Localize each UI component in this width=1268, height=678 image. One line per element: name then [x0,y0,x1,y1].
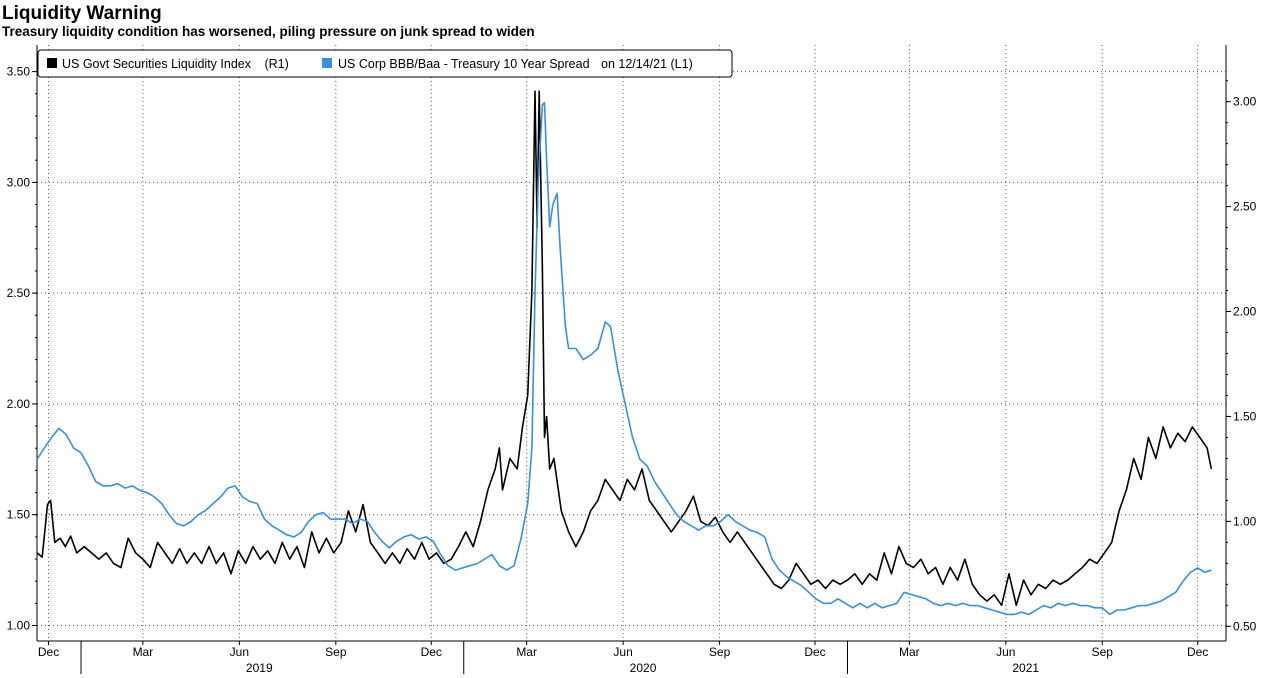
x-tick-label: Jun [230,645,249,659]
x-tick-label: Sep [1092,645,1114,659]
legend: US Govt Securities Liquidity Index (R1) … [37,49,733,78]
chart-title: Liquidity Warning [2,3,162,24]
right-tick-label: 0.50 [1233,619,1257,633]
legend-box [37,49,733,78]
legend-axis-tag-bbb-spread: on 12/14/21 (L1) [601,57,693,71]
x-tick-label: Jun [613,645,632,659]
x-tick-label: Dec [1187,645,1208,659]
x-tick-label: Sep [325,645,347,659]
gridlines [37,45,1226,641]
right-tick-label: 1.50 [1233,409,1257,423]
right-tick-label: 1.00 [1233,514,1257,528]
right-tick-label: 2.00 [1233,305,1257,319]
left-tick-label: 2.00 [7,397,31,411]
x-tick-label: Sep [709,645,731,659]
x-tick-label: Dec [804,645,825,659]
x-tick-label: Mar [133,645,154,659]
svg-text:US Corp BBB/Baa - Treasury 10: US Corp BBB/Baa - Treasury 10 Year Sprea… [338,57,693,71]
chart-subtitle: Treasury liquidity condition has worsene… [2,24,535,39]
series-line-liquidity-index [36,90,1213,607]
year-label: 2021 [1012,661,1039,675]
x-tick-label: Mar [516,645,537,659]
year-label: 2020 [630,661,657,675]
left-tick-label: 1.00 [7,618,31,632]
left-tick-label: 2.50 [7,286,31,300]
svg-text:US Govt Securities Liquidity I: US Govt Securities Liquidity Index (R1) [62,57,289,71]
x-tick-label: Mar [899,645,920,659]
x-tick-label: Dec [38,645,59,659]
legend-swatch-bbb-spread [322,58,332,68]
legend-swatch-liquidity-index [47,58,57,68]
series-line-bbb-spread [36,101,1212,616]
left-tick-label: 3.00 [7,175,31,189]
right-tick-label: 3.00 [1233,95,1257,109]
right-tick-label: 2.50 [1233,200,1257,214]
x-tick-label: Jun [996,645,1015,659]
series-lines [36,90,1213,616]
legend-axis-tag-liquidity-index: (R1) [264,57,288,71]
year-label: 2019 [246,661,273,675]
legend-label-bbb-spread: US Corp BBB/Baa - Treasury 10 Year Sprea… [338,57,590,71]
left-tick-label: 1.50 [7,508,31,522]
legend-label-liquidity-index: US Govt Securities Liquidity Index [62,57,252,71]
left-tick-label: 3.50 [7,65,31,79]
axes: 1.00 1.50 2.00 2.50 3.00 3.50 0.50 1.00 1.50 2.00… [7,45,1257,675]
x-tick-label: Dec [421,645,442,659]
